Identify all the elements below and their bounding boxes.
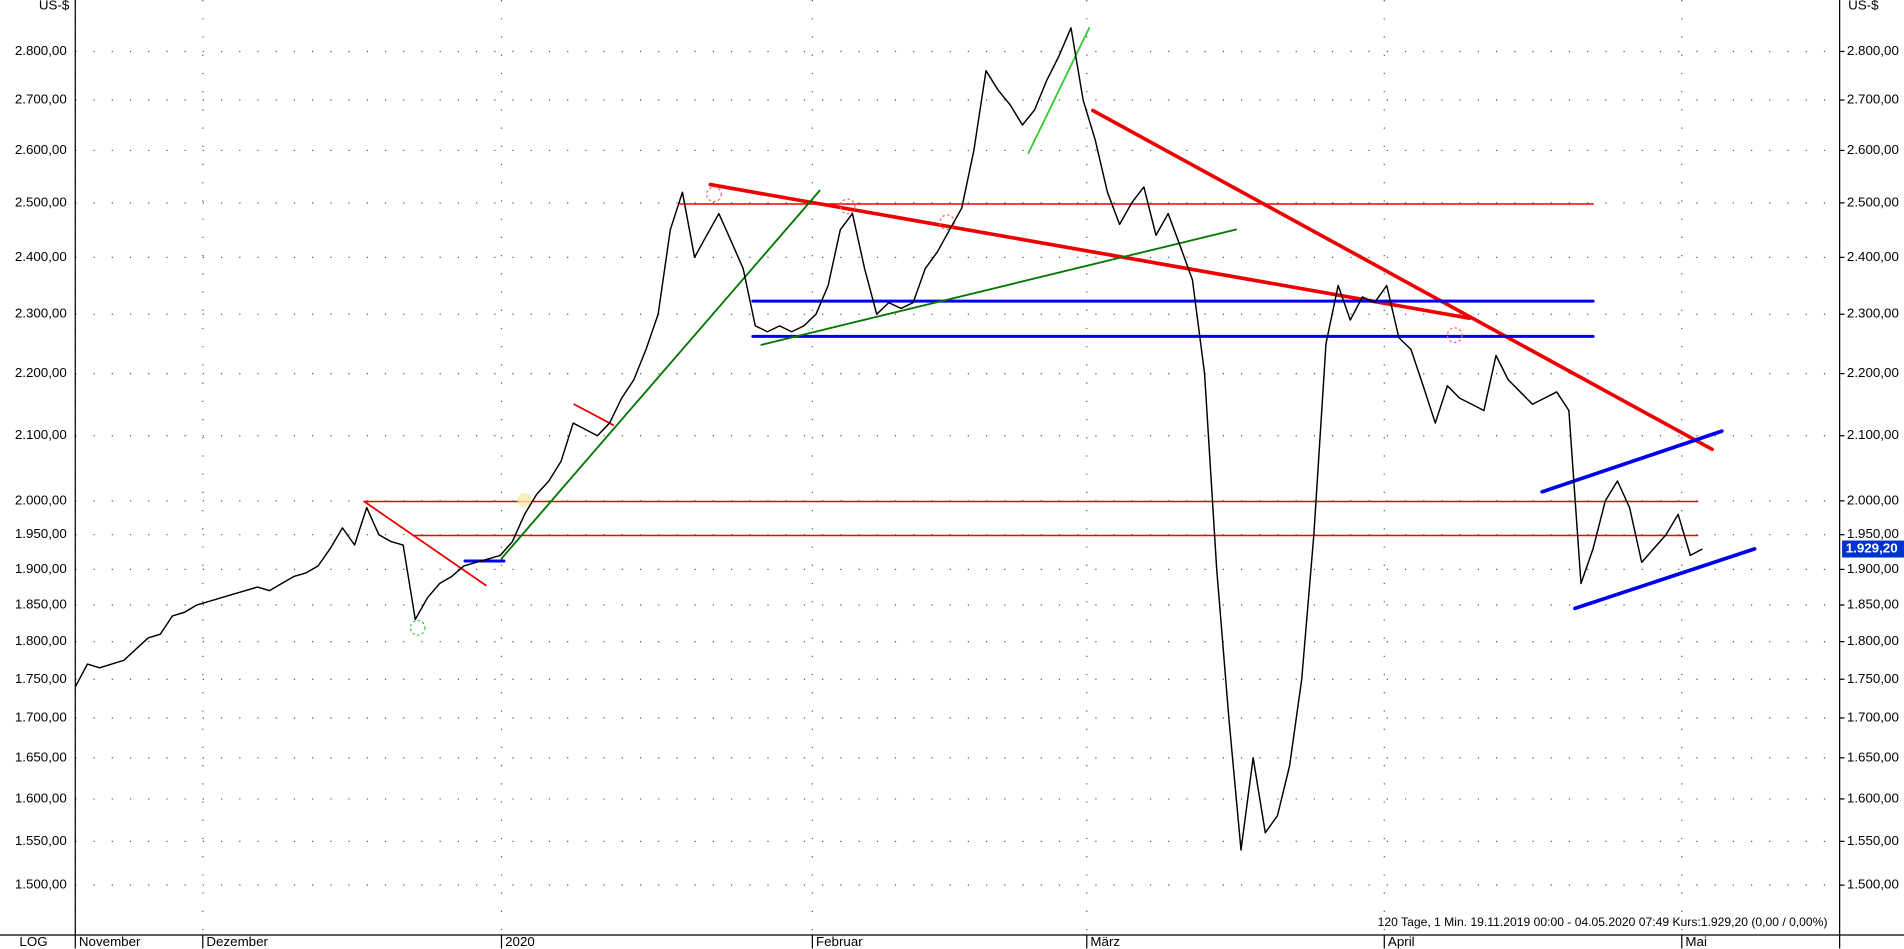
y-tick-label: 1.850,00 xyxy=(15,597,67,612)
trendline xyxy=(1540,429,1724,494)
y-tick-label: 1.950,00 xyxy=(15,526,67,541)
current-price: 1.929,20 xyxy=(1846,541,1898,556)
trendline xyxy=(500,189,821,560)
scale-label: LOG xyxy=(19,934,47,949)
y-tick-label: 1.600,00 xyxy=(1847,790,1899,805)
marker-circle xyxy=(706,186,722,203)
price-line xyxy=(74,27,1703,851)
x-tick-label: März xyxy=(1090,934,1120,949)
marker-circle xyxy=(839,198,856,215)
y-tick-label: 2.200,00 xyxy=(15,365,67,380)
y-tick-label: 2.800,00 xyxy=(1847,43,1899,58)
y-tick-label: 2.800,00 xyxy=(15,43,67,58)
x-tick-label: November xyxy=(79,934,141,949)
y-tick-label: 2.200,00 xyxy=(1847,365,1899,380)
unit-label: US-$ xyxy=(1848,0,1879,13)
unit-label: US-$ xyxy=(39,0,70,13)
marker-circle xyxy=(517,493,532,508)
x-tick-label: April xyxy=(1388,934,1415,949)
trendline xyxy=(760,228,1238,346)
x-tick-label: Februar xyxy=(816,934,863,949)
y-tick-label: 2.600,00 xyxy=(1847,142,1899,157)
y-tick-label: 1.900,00 xyxy=(1847,561,1899,576)
y-tick-label: 2.700,00 xyxy=(1847,92,1899,107)
y-tick-label: 2.300,00 xyxy=(1847,306,1899,321)
x-tick-label: Mai xyxy=(1685,934,1707,949)
x-tick-label: 2020 xyxy=(505,934,535,949)
y-tick-label: 2.500,00 xyxy=(15,194,67,209)
y-tick-label: 1.650,00 xyxy=(15,749,67,764)
y-tick-label: 1.550,00 xyxy=(15,833,67,848)
trendlines xyxy=(363,27,1757,636)
y-tick-label: 1.750,00 xyxy=(15,671,67,686)
y-tick-label: 1.700,00 xyxy=(15,709,67,724)
y-tick-label: 2.100,00 xyxy=(1847,427,1899,442)
y-tick-label: 1.600,00 xyxy=(15,790,67,805)
y-tick-label: 2.400,00 xyxy=(15,249,67,264)
info-text: 120 Tage, 1 Min. 19.11.2019 00:00 - 04.0… xyxy=(1378,915,1828,929)
y-tick-label: 1.750,00 xyxy=(1847,671,1899,686)
plot xyxy=(74,27,1703,851)
y-tick-label: 1.700,00 xyxy=(1847,709,1899,724)
y-tick-label: 1.550,00 xyxy=(1847,833,1899,848)
x-tick-label: Dezember xyxy=(206,934,268,949)
y-tick-label: 1.900,00 xyxy=(15,561,67,576)
trendline xyxy=(363,500,487,587)
trendline xyxy=(1573,547,1757,611)
y-tick-label: 1.950,00 xyxy=(1847,526,1899,541)
y-tick-label: 1.850,00 xyxy=(1847,597,1899,612)
trendline xyxy=(708,182,1472,320)
y-tick-label: 1.650,00 xyxy=(1847,749,1899,764)
y-tick-label: 2.000,00 xyxy=(1847,492,1899,507)
y-tick-label: 1.500,00 xyxy=(1847,877,1899,892)
y-tick-label: 2.600,00 xyxy=(15,142,67,157)
y-tick-label: 1.800,00 xyxy=(15,633,67,648)
y-tick-label: 2.500,00 xyxy=(1847,194,1899,209)
marker-circle xyxy=(1446,327,1463,344)
y-tick-label: 1.500,00 xyxy=(15,877,67,892)
y-tick-label: 2.300,00 xyxy=(15,306,67,321)
y-tick-label: 2.700,00 xyxy=(15,92,67,107)
marker-circle xyxy=(409,619,426,636)
y-tick-label: 2.100,00 xyxy=(15,427,67,442)
trendline xyxy=(1027,27,1091,154)
price-box xyxy=(1842,540,1904,558)
y-tick-label: 1.800,00 xyxy=(1847,633,1899,648)
trendline xyxy=(573,403,615,426)
y-tick-label: 2.400,00 xyxy=(1847,249,1899,264)
trendline xyxy=(1091,108,1714,452)
y-tick-label: 2.000,00 xyxy=(15,492,67,507)
